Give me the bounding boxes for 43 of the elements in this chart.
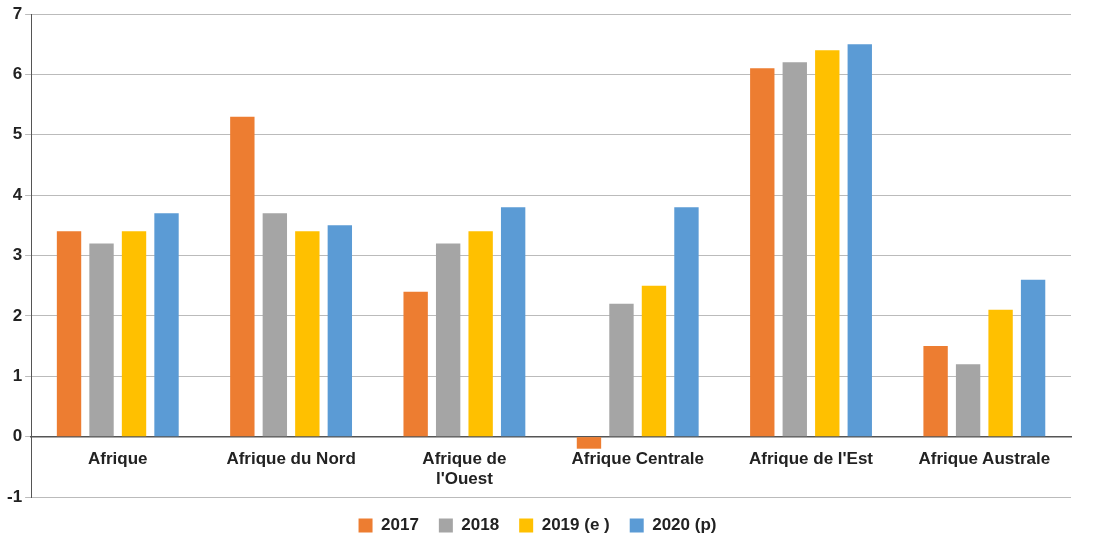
- bar: [121, 231, 147, 437]
- legend-label: 2020 (p): [652, 515, 717, 535]
- bar: [403, 291, 428, 437]
- bar: [641, 285, 667, 437]
- y-tick-label: 5: [12, 124, 23, 144]
- bar: [609, 303, 634, 437]
- x-tick-label: Afrique de l'Ouest: [422, 448, 507, 488]
- bar: [468, 231, 493, 437]
- bar: [1020, 279, 1046, 437]
- x-tick-label: Afrique: [88, 448, 148, 468]
- bar: [89, 243, 114, 437]
- bar: [674, 207, 699, 437]
- y-tick-label: 1: [12, 365, 23, 385]
- y-tick-label: 7: [12, 3, 23, 23]
- y-tick-label: 4: [12, 184, 23, 204]
- bar: [154, 213, 179, 437]
- x-tick-label: Afrique Centrale: [571, 448, 704, 468]
- bar: [782, 62, 807, 437]
- bar: [500, 207, 526, 437]
- bar: [295, 231, 320, 437]
- bar: [847, 44, 872, 437]
- bar: [955, 364, 981, 437]
- bar: [750, 68, 775, 437]
- bar: [923, 346, 948, 437]
- x-tick-label: Afrique de l'Est: [749, 448, 874, 468]
- legend-label: 2019 (e ): [541, 515, 610, 535]
- x-tick-label: Afrique Australe: [918, 448, 1051, 468]
- bar: [815, 50, 840, 437]
- bar: [576, 437, 602, 449]
- bar: [56, 231, 82, 437]
- y-tick-label: 0: [12, 426, 23, 446]
- y-tick-label: 3: [12, 245, 23, 265]
- legend-label: 2017: [381, 515, 419, 535]
- bar: [230, 116, 255, 437]
- x-tick-label: Afrique du Nord: [226, 448, 356, 468]
- bar: [435, 243, 461, 437]
- y-tick-label: 6: [12, 64, 23, 84]
- bar: [327, 225, 353, 437]
- bar: [262, 213, 288, 437]
- y-tick-label: 2: [12, 305, 23, 325]
- legend-label: 2018: [461, 515, 500, 535]
- y-tick-label: -1: [6, 486, 23, 506]
- bar: [988, 309, 1013, 437]
